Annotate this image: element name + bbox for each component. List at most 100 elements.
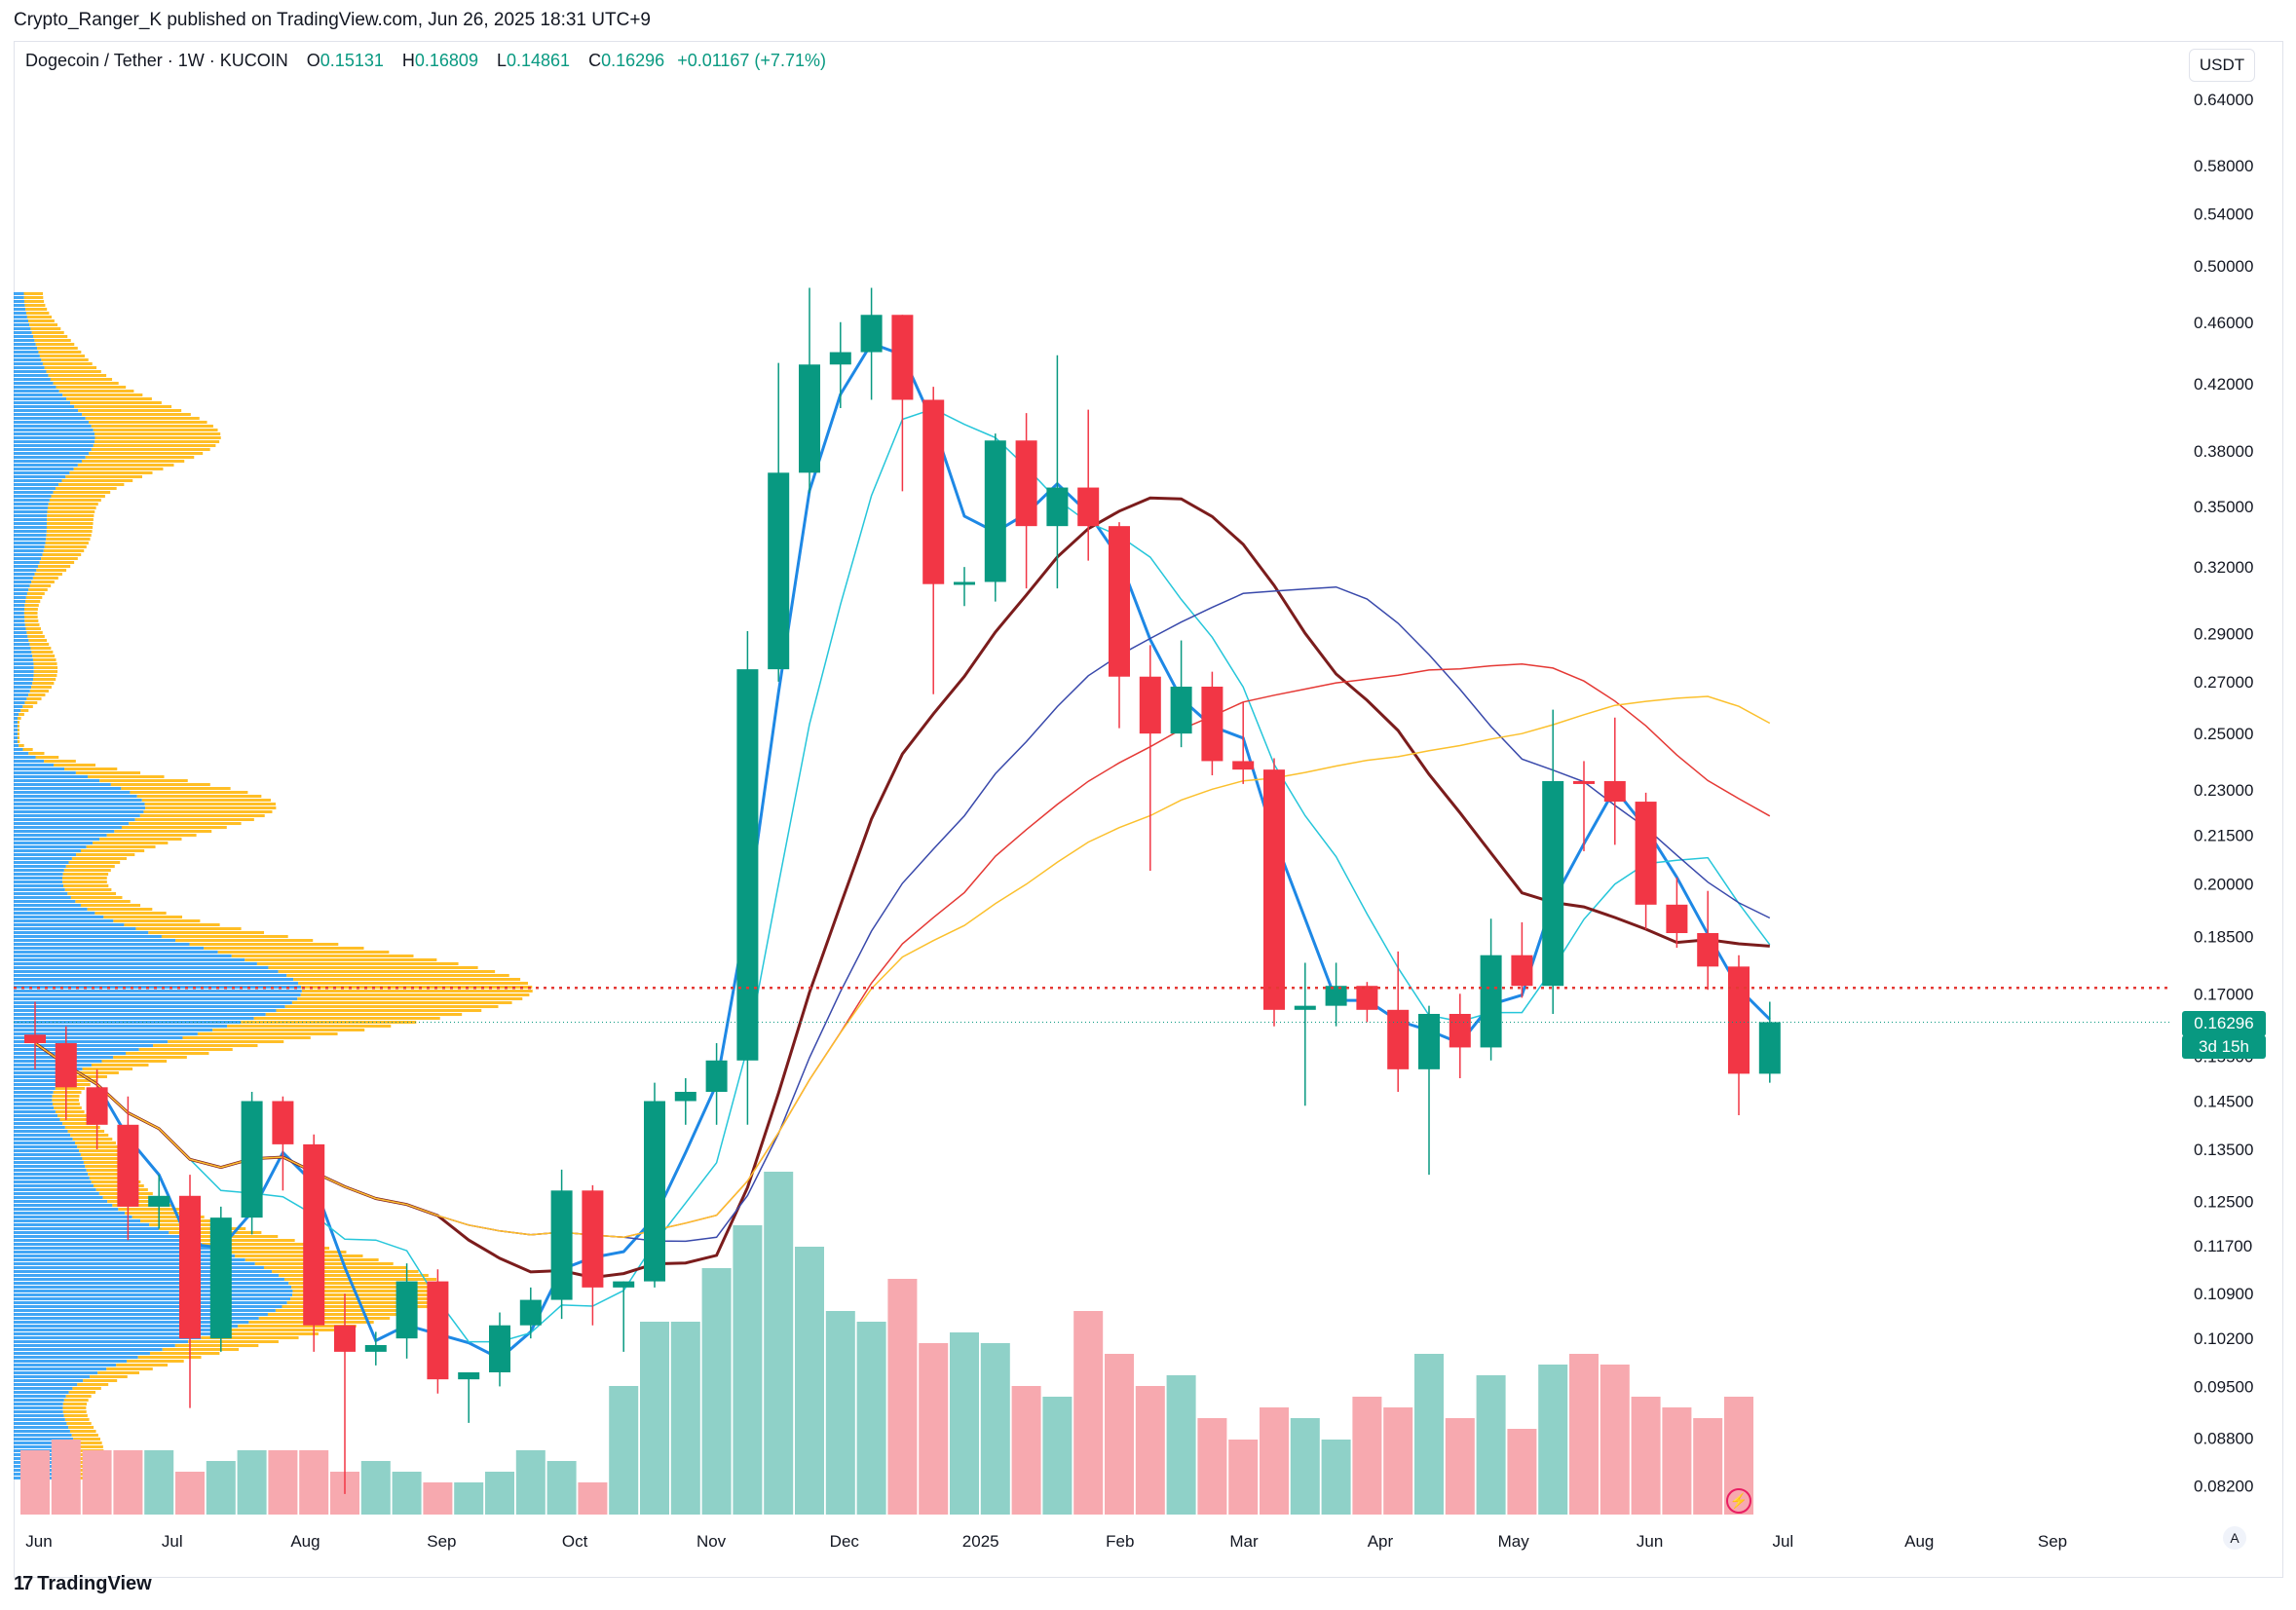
- volume-profile-bar-buy: [14, 1403, 63, 1405]
- candle-body[interactable]: [1263, 769, 1285, 1010]
- volume-profile-bar-buy: [14, 818, 135, 821]
- volume-bar: [360, 1461, 391, 1515]
- volume-bar: [485, 1472, 514, 1515]
- candle-body[interactable]: [1418, 1013, 1440, 1069]
- candle-body[interactable]: [427, 1281, 449, 1380]
- volume-profile-bar-buy: [14, 393, 63, 396]
- candle-body[interactable]: [1046, 487, 1069, 527]
- candle-body[interactable]: [1170, 686, 1192, 734]
- candle-body[interactable]: [209, 1217, 232, 1339]
- x-axis-tick-label: Aug: [290, 1532, 320, 1551]
- volume-profile-bar-sell: [26, 316, 52, 318]
- candle-body[interactable]: [334, 1325, 356, 1352]
- candle-body[interactable]: [891, 315, 914, 400]
- candle-body[interactable]: [395, 1281, 418, 1339]
- volume-profile-bar-buy: [14, 931, 149, 934]
- candle-body[interactable]: [613, 1281, 635, 1288]
- candle-body[interactable]: [1635, 802, 1657, 905]
- candle-body[interactable]: [364, 1344, 387, 1352]
- candle-body[interactable]: [1603, 780, 1626, 803]
- volume-profile-bar-sell: [63, 1414, 88, 1417]
- candle-body[interactable]: [736, 669, 759, 1061]
- candle-body[interactable]: [1666, 904, 1688, 934]
- volume-profile-bar-buy: [14, 1243, 202, 1246]
- candle-body[interactable]: [1480, 955, 1502, 1048]
- y-axis-tick-label: 0.08800: [2194, 1429, 2253, 1447]
- volume-profile-bar-sell: [65, 1395, 92, 1398]
- volume-profile-bar-buy: [14, 1247, 213, 1250]
- candle-body[interactable]: [984, 440, 1006, 582]
- volume-profile-bar-sell: [245, 958, 437, 961]
- candle-body[interactable]: [1201, 686, 1223, 762]
- candle-body[interactable]: [705, 1060, 728, 1093]
- currency-selector[interactable]: USDT: [2189, 49, 2255, 82]
- candle-body[interactable]: [272, 1101, 294, 1144]
- candle-body[interactable]: [458, 1371, 480, 1380]
- lightning-icon[interactable]: ⚡: [1726, 1488, 1751, 1514]
- candle-body[interactable]: [1387, 1009, 1410, 1069]
- candle-body[interactable]: [922, 399, 945, 584]
- candle-body[interactable]: [148, 1195, 170, 1207]
- candle-body[interactable]: [1728, 966, 1750, 1074]
- volume-profile-bar-buy: [14, 849, 81, 852]
- candle-body[interactable]: [55, 1043, 77, 1088]
- candle-body[interactable]: [519, 1299, 542, 1326]
- candle-body[interactable]: [768, 472, 790, 670]
- candle-body[interactable]: [550, 1190, 573, 1300]
- candle-body[interactable]: [1109, 526, 1130, 677]
- volume-profile-bar-sell: [132, 1216, 205, 1218]
- candle-body[interactable]: [1511, 955, 1533, 987]
- volume-profile-bar-sell: [116, 1364, 169, 1367]
- candle-body[interactable]: [1573, 780, 1595, 784]
- volume-profile-bar-sell: [54, 1106, 82, 1109]
- candle-body[interactable]: [954, 581, 975, 585]
- candle-body[interactable]: [1232, 761, 1255, 770]
- candle-body[interactable]: [644, 1101, 665, 1282]
- volume-profile-bar-buy: [14, 643, 30, 646]
- volume-profile-bar-sell: [62, 1410, 87, 1413]
- symbol-title[interactable]: Dogecoin / Tether · 1W · KUCOIN: [25, 51, 288, 70]
- candle-body[interactable]: [1542, 780, 1564, 987]
- candle-body[interactable]: [1077, 487, 1100, 527]
- volume-profile-bar-sell: [283, 1278, 437, 1281]
- candle-body[interactable]: [179, 1195, 201, 1339]
- candle-body[interactable]: [1356, 986, 1378, 1010]
- candle-body[interactable]: [117, 1124, 139, 1207]
- volume-bar: [423, 1482, 453, 1515]
- candle-body[interactable]: [1015, 440, 1037, 527]
- candle-body[interactable]: [241, 1101, 263, 1218]
- candle-body[interactable]: [799, 364, 820, 473]
- volume-bar: [20, 1450, 50, 1515]
- volume-profile-bar-sell: [130, 791, 248, 794]
- volume-profile-bar-sell: [47, 522, 94, 525]
- volume-profile-bar-buy: [14, 1099, 53, 1102]
- volume-profile-bar-buy: [14, 943, 190, 946]
- candle-body[interactable]: [1758, 1022, 1781, 1074]
- volume-profile-bar-buy: [14, 327, 31, 330]
- y-axis-tick-label: 0.42000: [2194, 375, 2253, 393]
- volume-profile-bar-buy: [14, 584, 30, 587]
- volume-profile-bar-sell: [282, 1305, 428, 1308]
- candle-body[interactable]: [1325, 986, 1347, 1006]
- volume-profile-bar-sell: [293, 978, 521, 981]
- candle-body[interactable]: [829, 352, 851, 365]
- volume-profile-bar-buy: [14, 503, 49, 505]
- candle-body[interactable]: [303, 1143, 325, 1326]
- volume-profile-bar-sell: [86, 845, 156, 848]
- volume-profile-bar-sell: [19, 713, 24, 716]
- candle-body[interactable]: [1139, 676, 1161, 734]
- volume-profile-bar-buy: [14, 561, 40, 564]
- candle-body[interactable]: [489, 1325, 510, 1372]
- volume-bar: [825, 1311, 855, 1515]
- candle-body[interactable]: [1294, 1005, 1316, 1010]
- candle-body[interactable]: [1697, 933, 1719, 967]
- candle-body[interactable]: [674, 1092, 696, 1102]
- candle-body[interactable]: [86, 1087, 108, 1125]
- candle-body[interactable]: [860, 315, 883, 353]
- auto-scale-button[interactable]: A: [2223, 1526, 2246, 1550]
- volume-profile-bar-sell: [32, 577, 58, 580]
- candle-body[interactable]: [24, 1034, 46, 1044]
- candle-body[interactable]: [582, 1190, 604, 1288]
- candle-body[interactable]: [1449, 1013, 1471, 1048]
